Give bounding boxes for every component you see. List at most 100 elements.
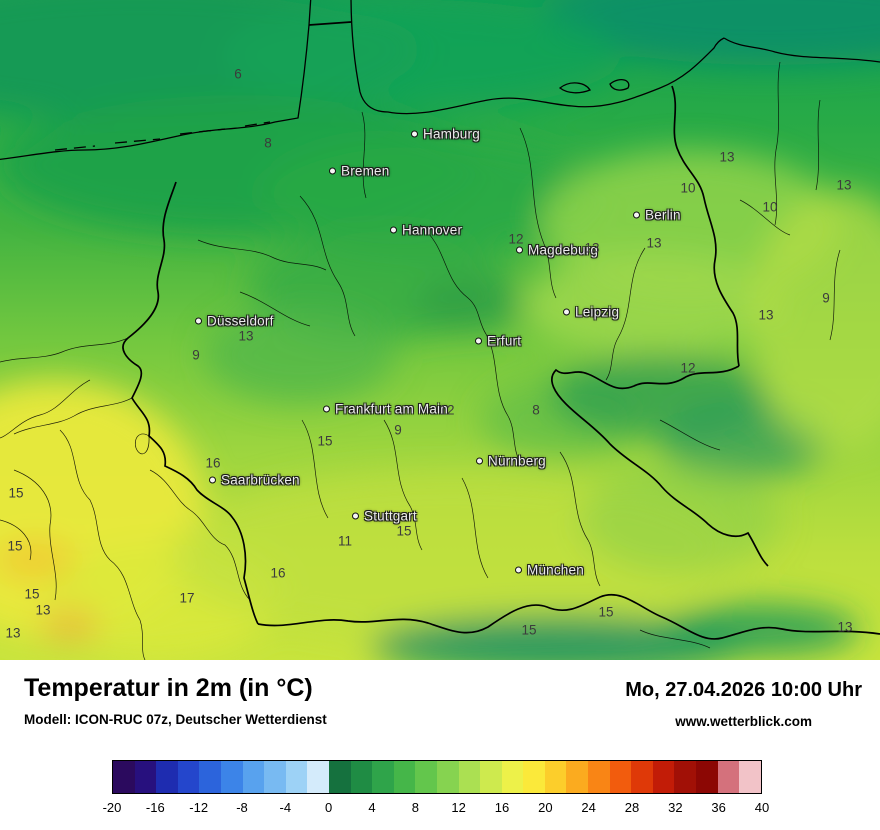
- city-marker: Hannover: [390, 223, 462, 238]
- colorbar-cell: [177, 761, 200, 793]
- colorbar-tick-label: 20: [538, 800, 553, 815]
- city-marker: München: [515, 563, 584, 578]
- colorbar-cell: [458, 761, 481, 793]
- city-marker: Frankfurt am Main: [323, 402, 448, 417]
- colorbar-cell: [566, 761, 589, 793]
- colorbar-tick-label: 28: [624, 800, 640, 815]
- colorbar-cell: [220, 761, 243, 793]
- colorbar-cell: [544, 761, 567, 793]
- colorbar-cell: [652, 761, 675, 793]
- temp-value: 17: [179, 590, 195, 606]
- temp-value: 13: [646, 235, 662, 251]
- colorbar-tick-label: 36: [711, 800, 726, 815]
- city-dot: [352, 512, 359, 520]
- city-marker: Erfurt: [475, 334, 521, 349]
- colorbar-cell: [264, 761, 286, 793]
- colorbar-ticks: -20 -16 -12 -8 -4 0 4 8 12 16 20 24 28 32 36 40: [103, 798, 770, 820]
- city-dot: [390, 226, 397, 234]
- colorbar-cell: [285, 761, 308, 793]
- temp-value: 15: [521, 622, 537, 638]
- temp-value: 9: [394, 422, 402, 438]
- colorbar-cell: [134, 761, 157, 793]
- colorbar-tick-label: -20: [102, 800, 122, 815]
- colorbar-cell: [307, 761, 329, 793]
- city-label: Berlin: [645, 207, 681, 223]
- info-left: Temperatur in 2m (in °C) Modell: ICON-RU…: [24, 674, 327, 727]
- temp-value: 9: [192, 347, 200, 363]
- temp-value: 9: [822, 290, 830, 306]
- city-label: Leipzig: [575, 304, 620, 320]
- colorbar-cell: [328, 761, 351, 793]
- colorbar-tick-label: 32: [668, 800, 683, 815]
- info-right: Mo, 27.04.2026 10:00 Uhr www.wetterblick…: [625, 674, 862, 729]
- temp-value: 13: [836, 177, 852, 193]
- city-dot: [563, 308, 570, 316]
- temp-value: 11: [337, 533, 353, 549]
- colorbar-cell: [199, 761, 221, 793]
- city-label: Magdeburg: [528, 242, 599, 258]
- colorbar-cell: [393, 761, 416, 793]
- city-label: Bremen: [341, 163, 390, 179]
- colorbar-cell: [156, 761, 178, 793]
- colorbar: [112, 760, 762, 794]
- colorbar-tick-label: 8: [411, 800, 419, 815]
- temp-value: 10: [680, 180, 696, 196]
- city-dot: [633, 211, 640, 219]
- map-field-svg: [0, 0, 880, 660]
- city-marker: Magdeburg: [516, 243, 598, 258]
- colorbar-cell: [480, 761, 502, 793]
- temp-value: 8: [264, 135, 272, 151]
- city-dot: [516, 246, 523, 254]
- temp-value: 15: [396, 523, 412, 539]
- city-dot: [329, 167, 336, 175]
- colorbar-tick-label: -16: [145, 800, 165, 815]
- colorbar-cell: [501, 761, 524, 793]
- city-label: Erfurt: [487, 333, 522, 349]
- temp-value: 13: [758, 307, 774, 323]
- colorbar-cell: [436, 761, 459, 793]
- temp-value: 15: [598, 604, 614, 620]
- colorbar-cell: [350, 761, 373, 793]
- page-title: Temperatur in 2m (in °C): [24, 674, 313, 702]
- colorbar-cell: [523, 761, 545, 793]
- temp-value: 13: [35, 602, 51, 618]
- city-marker: Berlin: [633, 208, 681, 223]
- temp-layer: 6 8 13 10 10 13 12 13 13 9 13 9 13 12 12 8 9 15 16 15 15 11 15…: [5, 67, 852, 641]
- country-borders: [122, 21, 880, 640]
- temp-value: 10: [762, 199, 778, 215]
- city-dot: [195, 317, 202, 325]
- temp-value: 16: [270, 565, 286, 581]
- city-marker: Saarbrücken: [209, 473, 300, 488]
- temp-value: 13: [719, 149, 735, 165]
- colorbar-tick-label: 4: [368, 800, 376, 815]
- temp-value: 12: [439, 402, 455, 418]
- coastline: [0, 0, 880, 161]
- colorbar-cell: [739, 761, 761, 793]
- website-caption: www.wetterblick.com: [675, 714, 812, 729]
- temp-value: 12: [508, 231, 524, 247]
- colorbar-cell: [717, 761, 740, 793]
- city-label: Nürnberg: [488, 453, 546, 469]
- city-dot: [475, 337, 482, 345]
- colorbar-tick-label: 12: [451, 800, 466, 815]
- colorbar-tick-label: -8: [236, 800, 248, 815]
- temp-value: 15: [317, 433, 333, 449]
- colorbar-cell: [674, 761, 697, 793]
- temperature-field-blobs: [0, 0, 880, 660]
- temp-value: 13: [584, 240, 600, 256]
- colorbar-cell: [415, 761, 437, 793]
- colorbar-tick-label: 16: [494, 800, 510, 815]
- colorbar-tick-label: 24: [581, 800, 596, 815]
- city-marker: Stuttgart: [352, 509, 417, 524]
- temp-value: 15: [24, 586, 40, 602]
- colorbar-tick-label: -12: [189, 800, 209, 815]
- temperature-map: Hamburg Bremen Hannover Berlin Magdeburg Düss…: [0, 0, 880, 660]
- model-caption: Modell: ICON-RUC 07z, Deutscher Wetterdi…: [24, 712, 327, 727]
- temp-value: 15: [7, 538, 23, 554]
- city-dot: [515, 566, 522, 574]
- city-label: Düsseldorf: [207, 313, 274, 329]
- info-bar: Temperatur in 2m (in °C) Modell: ICON-RU…: [0, 660, 880, 752]
- colorbar-cell: [609, 761, 632, 793]
- temp-value: 13: [238, 328, 254, 344]
- city-marker: Hamburg: [411, 127, 480, 142]
